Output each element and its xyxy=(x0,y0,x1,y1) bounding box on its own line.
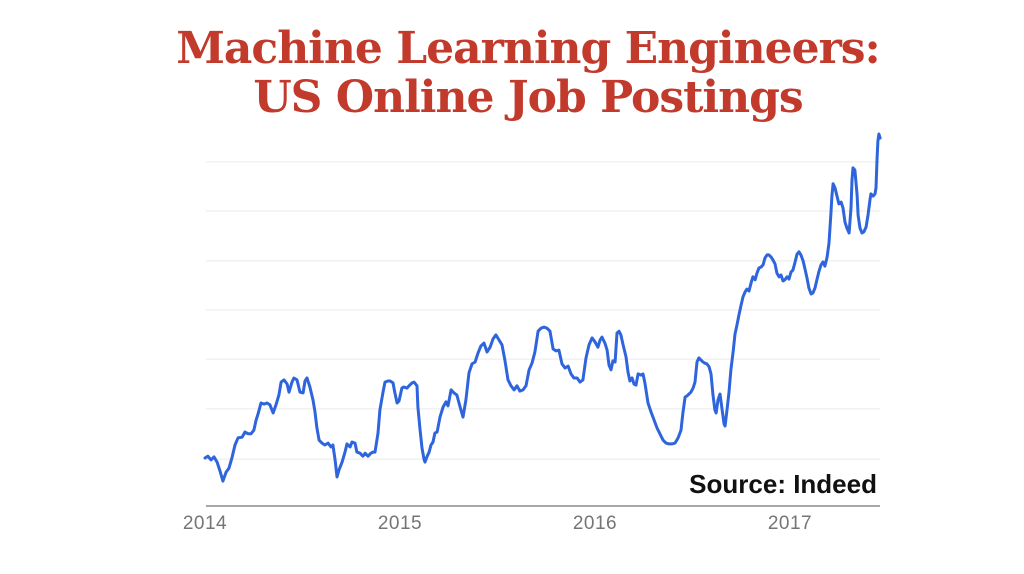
page-title-line1: Machine Learning Engineers: xyxy=(176,23,881,74)
trend-line xyxy=(203,132,882,483)
page-title-line2: US Online Job Postings xyxy=(253,72,803,123)
source-label: Source: Indeed xyxy=(689,469,877,499)
page-title: Machine Learning Engineers: US Online Jo… xyxy=(30,24,1024,122)
